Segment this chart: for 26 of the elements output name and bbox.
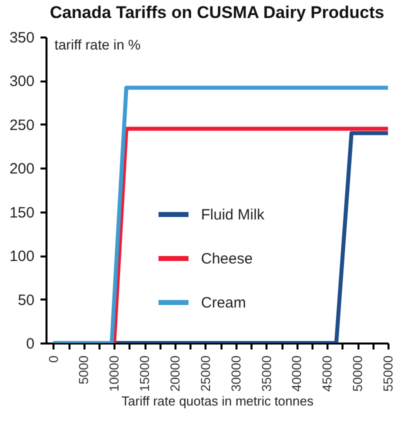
- x-tick-label: 25000: [198, 356, 213, 392]
- y-axis-title: tariff rate in %: [54, 36, 141, 52]
- x-tick-label: 30000: [228, 356, 244, 392]
- x-tick-label: 40000: [289, 356, 304, 392]
- x-tick-label: 5000: [76, 356, 92, 384]
- y-tick-label: 300: [9, 73, 34, 90]
- x-tick-label: 50000: [350, 356, 366, 392]
- x-tick-label: 20000: [168, 356, 183, 392]
- x-tick-label: 45000: [320, 356, 335, 392]
- y-tick-label: 200: [9, 160, 34, 178]
- y-tick-label: 350: [9, 30, 34, 46]
- chart-title: Canada Tariffs on CUSMA Dairy Products: [50, 3, 384, 22]
- y-tick-label: 50: [18, 292, 34, 309]
- legend-label: Fluid Milk: [201, 206, 265, 224]
- legend-label: Cheese: [201, 250, 253, 268]
- legend-label: Cream: [201, 294, 246, 312]
- x-tick-label: 55000: [380, 356, 396, 392]
- y-tick-label: 250: [9, 116, 34, 134]
- x-tick-label: 10000: [106, 356, 122, 392]
- y-tick-label: 0: [26, 336, 34, 352]
- x-tick-label: 0: [46, 356, 61, 363]
- x-tick-label: 35000: [258, 356, 274, 392]
- x-axis-title: Tariff rate quotas in metric tonnes: [122, 394, 314, 409]
- y-tick-label: 100: [9, 248, 34, 266]
- y-tick-label: 150: [9, 204, 34, 222]
- x-tick-label: 15000: [137, 356, 152, 392]
